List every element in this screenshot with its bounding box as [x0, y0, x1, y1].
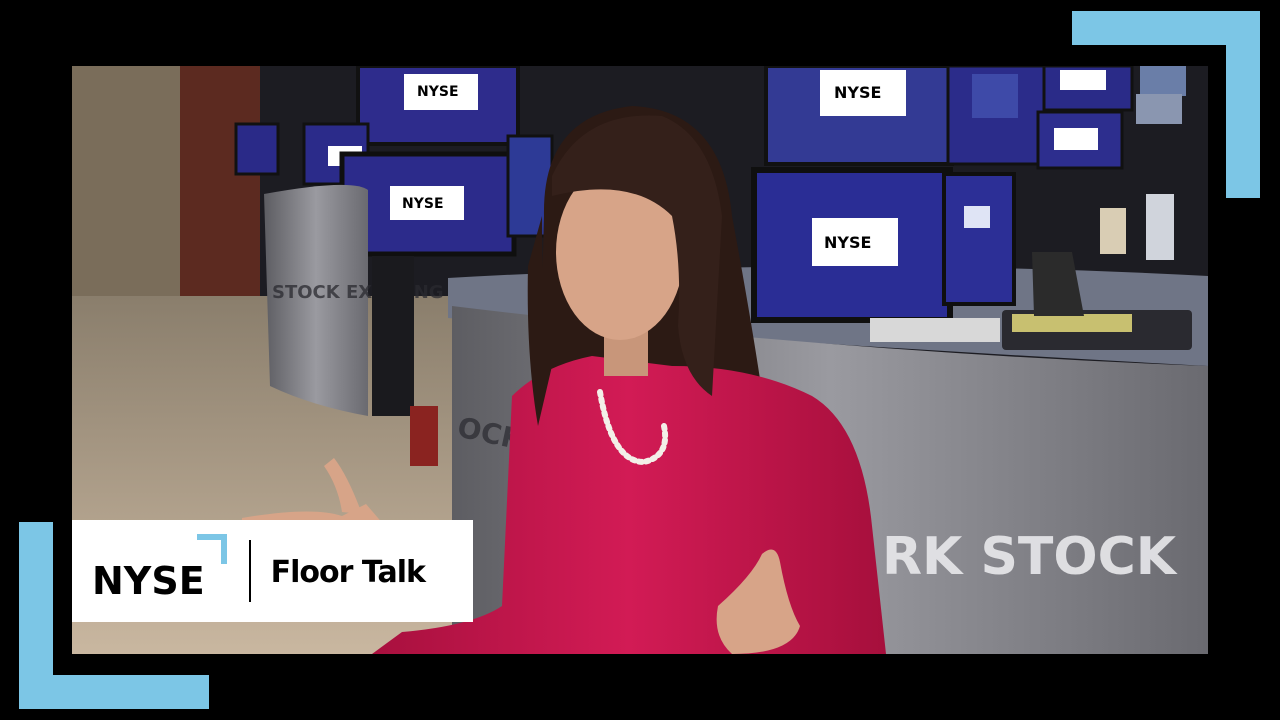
- monitor: [1042, 66, 1134, 112]
- desk-lettering: STOCK EXCHANG: [272, 282, 444, 303]
- trading-post-desk: [264, 184, 368, 416]
- monitor-logo-text: NYSE: [824, 233, 871, 252]
- monitor: [1140, 66, 1186, 96]
- monitor: [234, 122, 280, 176]
- video-frame: NYSE NYSE NYSE: [72, 66, 1208, 654]
- show-title: Floor Talk: [270, 554, 426, 590]
- nyse-logo: NYSE: [92, 534, 227, 603]
- wooden-pillar: [180, 66, 260, 296]
- monitor: NYSE: [764, 66, 954, 166]
- background-person: [372, 256, 414, 416]
- desk-lettering: RK STOCK: [882, 527, 1178, 587]
- trading-floor-scene: NYSE NYSE NYSE: [72, 66, 1208, 654]
- bottle: [1146, 194, 1174, 260]
- lower-third: NYSE Floor Talk: [72, 520, 473, 622]
- lower-third-divider: [248, 540, 251, 602]
- frame-corner-top-right-vertical: [1226, 11, 1260, 198]
- monitor: [946, 66, 1046, 166]
- back-wall: [72, 66, 182, 306]
- nyse-logo-text: NYSE: [92, 559, 205, 603]
- monitor: NYSE: [751, 167, 953, 323]
- monitor-logo-text: NYSE: [402, 196, 444, 212]
- monitor-logo-text: NYSE: [834, 83, 881, 102]
- keyboard: [870, 318, 1000, 342]
- telephone: [1032, 252, 1084, 316]
- monitor: [942, 172, 1016, 306]
- monitor: [1036, 110, 1124, 170]
- logo-corner-mark-icon: [196, 534, 227, 564]
- monitor: NYSE: [356, 66, 520, 146]
- cup: [1100, 208, 1126, 254]
- monitor-logo-text: NYSE: [417, 84, 459, 100]
- monitor: [1136, 94, 1182, 124]
- monitor: NYSE: [339, 151, 517, 257]
- frame-corner-bottom-left-horizontal: [19, 675, 209, 709]
